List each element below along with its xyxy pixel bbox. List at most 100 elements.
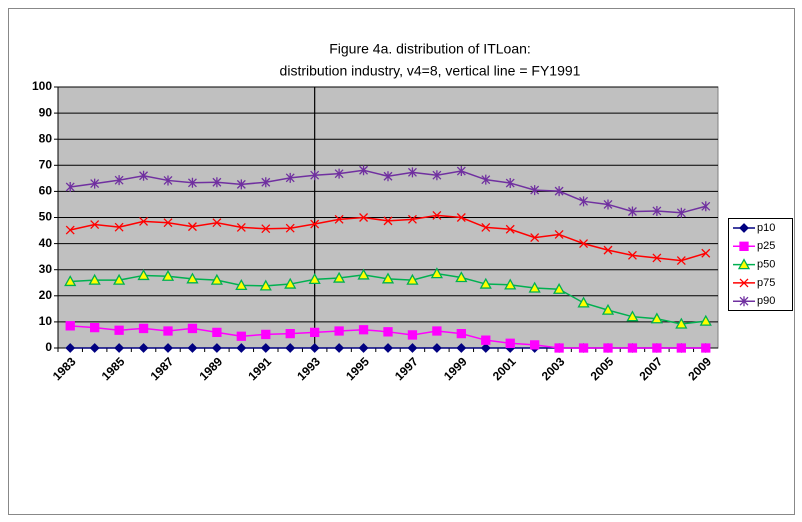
- marker: [603, 199, 613, 210]
- marker: [310, 219, 320, 229]
- marker: [65, 181, 75, 192]
- marker: [431, 343, 442, 353]
- y-tick-label: 40: [39, 236, 53, 250]
- marker: [260, 343, 271, 353]
- marker: [211, 343, 222, 353]
- chart-title: Figure 4a. distribution of ITLoan:: [329, 41, 531, 57]
- legend-text: p10: [757, 222, 775, 234]
- y-tick-label: 60: [39, 184, 53, 198]
- marker: [261, 329, 271, 340]
- marker: [455, 271, 468, 283]
- marker: [114, 343, 125, 353]
- legend-marker: [739, 296, 749, 307]
- marker: [163, 326, 173, 336]
- marker: [65, 225, 75, 235]
- marker: [187, 222, 197, 232]
- marker: [285, 343, 296, 353]
- marker: [676, 207, 686, 218]
- marker: [701, 343, 711, 353]
- marker: [308, 273, 321, 285]
- marker: [186, 272, 199, 284]
- marker: [675, 317, 688, 329]
- marker: [357, 268, 370, 280]
- marker: [383, 327, 393, 337]
- chart-title: distribution industry, v4=8, vertical li…: [280, 63, 581, 79]
- marker: [505, 338, 515, 348]
- marker: [90, 178, 100, 189]
- marker: [627, 250, 637, 260]
- marker: [261, 177, 271, 188]
- marker: [554, 343, 564, 353]
- marker: [212, 218, 222, 228]
- marker: [530, 233, 540, 243]
- marker: [456, 328, 466, 339]
- legend-text: p75: [757, 277, 775, 289]
- marker: [236, 179, 246, 190]
- marker: [64, 275, 77, 287]
- marker: [285, 328, 295, 339]
- marker: [334, 168, 344, 179]
- marker: [236, 222, 246, 232]
- marker: [432, 326, 442, 336]
- marker: [652, 253, 662, 263]
- marker: [676, 256, 686, 266]
- marker: [114, 325, 124, 335]
- legend-marker: [739, 223, 749, 233]
- marker: [407, 330, 418, 340]
- marker: [235, 279, 248, 291]
- marker: [236, 331, 246, 341]
- marker: [579, 239, 589, 249]
- marker: [334, 343, 345, 353]
- marker: [358, 325, 369, 335]
- marker: [113, 273, 126, 285]
- marker: [212, 177, 222, 188]
- marker: [701, 248, 711, 258]
- marker: [259, 279, 272, 291]
- y-tick-label: 10: [39, 314, 53, 328]
- y-tick-label: 100: [32, 79, 52, 93]
- marker: [285, 223, 295, 233]
- y-tick-label: 20: [39, 288, 53, 302]
- marker: [212, 327, 222, 337]
- marker: [187, 177, 197, 188]
- marker: [627, 206, 637, 217]
- marker: [261, 224, 271, 234]
- marker: [481, 222, 491, 232]
- marker: [114, 175, 124, 186]
- y-tick-label: 30: [39, 262, 53, 276]
- legend-marker: [737, 258, 751, 270]
- marker: [505, 178, 515, 189]
- y-tick-label: 80: [39, 131, 53, 145]
- marker: [187, 343, 198, 353]
- marker: [139, 216, 149, 226]
- marker: [554, 230, 564, 239]
- legend-marker: [739, 241, 749, 251]
- marker: [406, 273, 419, 285]
- marker: [456, 213, 466, 222]
- marker: [138, 343, 149, 353]
- marker: [358, 343, 369, 353]
- y-tick-label: 90: [39, 105, 53, 119]
- marker: [161, 269, 175, 281]
- marker: [505, 224, 515, 234]
- marker: [187, 323, 198, 334]
- marker: [481, 174, 491, 185]
- marker: [603, 245, 613, 255]
- marker: [554, 186, 564, 197]
- marker: [89, 343, 100, 353]
- marker: [577, 296, 590, 308]
- legend-text: p90: [757, 295, 775, 307]
- marker: [699, 314, 712, 326]
- marker: [285, 172, 295, 183]
- marker: [553, 282, 566, 294]
- marker: [114, 222, 124, 232]
- marker: [603, 343, 613, 353]
- marker: [309, 343, 320, 353]
- marker: [65, 343, 76, 353]
- marker: [626, 310, 639, 322]
- marker: [138, 323, 149, 334]
- y-tick-label: 70: [39, 157, 53, 171]
- marker: [456, 166, 466, 177]
- legend-marker: [739, 278, 749, 288]
